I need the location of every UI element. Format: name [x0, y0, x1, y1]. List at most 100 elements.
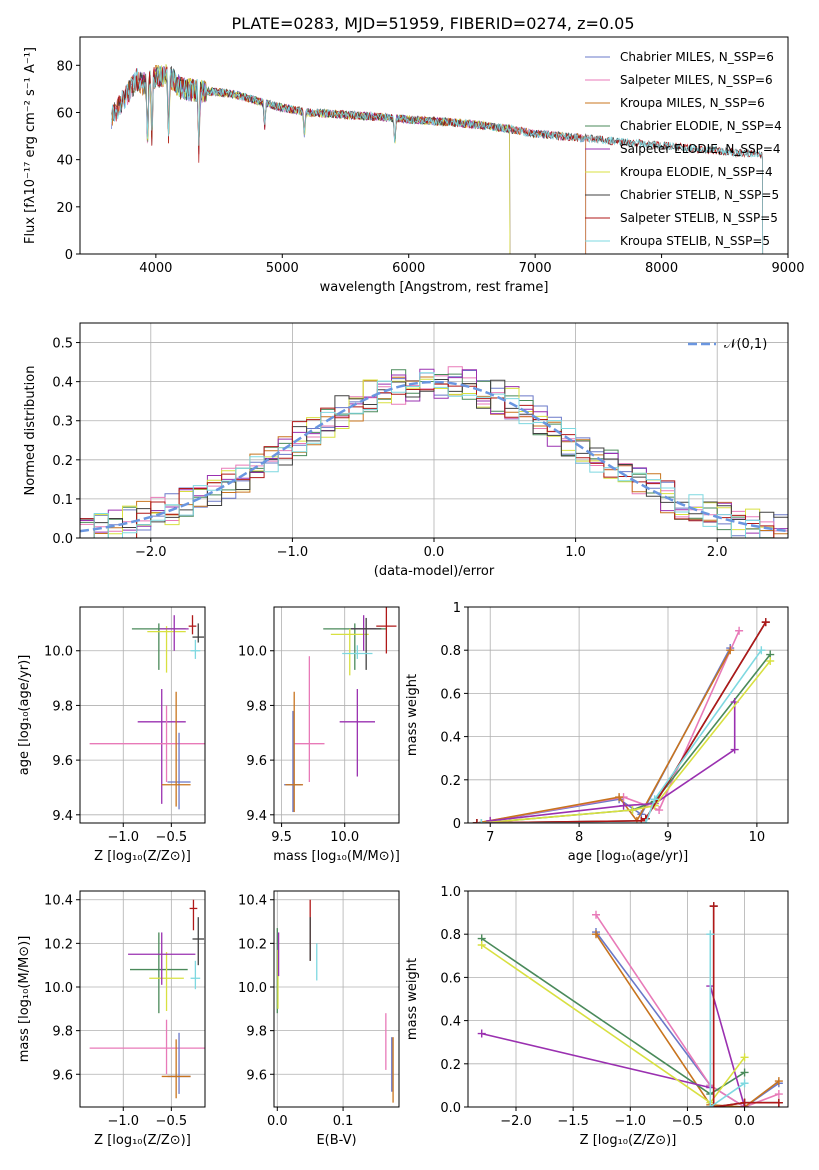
- data-point: [131, 623, 186, 670]
- legend-label: Salpeter MILES, N_SSP=6: [620, 73, 773, 87]
- plot-area: [468, 607, 788, 823]
- y-tick-label: 0.3: [52, 415, 73, 430]
- legend-label: Chabrier ELODIE, N_SSP=4: [620, 119, 782, 133]
- y-tick-label: 10.4: [44, 894, 73, 909]
- point-marker: [615, 793, 624, 802]
- x-tick-label: −0.5: [156, 1114, 188, 1129]
- y-axis-label: mass [log₁₀(M/M⊙)]: [17, 936, 32, 1063]
- series-line: [476, 621, 767, 823]
- x-tick-label: 7: [486, 830, 494, 845]
- y-tick-label: 0.0: [440, 1101, 461, 1116]
- point-marker: [628, 806, 637, 815]
- y-axis-label: age [log₁₀(age/yr)]: [17, 655, 32, 776]
- series-line: [712, 906, 779, 1107]
- point-marker: [740, 1068, 749, 1077]
- x-tick-label: 9.5: [271, 830, 292, 845]
- y-tick-label: 0: [65, 248, 73, 263]
- y-tick-label: 0.8: [440, 928, 461, 943]
- plot-area: [274, 607, 399, 823]
- legend-label: Chabrier MILES, N_SSP=6: [620, 50, 774, 64]
- plot-area: [468, 891, 788, 1107]
- series-line: [481, 937, 746, 1095]
- point-marker: [735, 626, 744, 635]
- chart-panel-5: 7 8 9 10 0 0.2 0.4 0.6 0.8 1 age [log₁₀(age/yr)] ma…: [405, 601, 789, 864]
- y-tick-label: 10.0: [44, 981, 73, 996]
- legend-label: Salpeter ELODIE, N_SSP=4: [620, 142, 781, 156]
- point-marker: [477, 941, 486, 949]
- y-tick-label: 10.0: [238, 981, 267, 996]
- point-marker: [740, 1098, 749, 1107]
- y-tick-label: 9.8: [246, 699, 267, 714]
- data-point: [339, 689, 376, 777]
- x-axis-label: mass [log₁₀(M/M⊙)]: [273, 849, 400, 864]
- x-tick-label: 9000: [771, 261, 804, 276]
- point-marker: [757, 646, 766, 655]
- series-line: [490, 702, 736, 822]
- data-point: [323, 623, 387, 670]
- point-marker: [592, 910, 600, 919]
- y-axis-label: mass weight: [405, 674, 420, 756]
- y-tick-label: 0.4: [52, 376, 73, 391]
- legend-label: Chabrier STELIB, N_SSP=5: [620, 188, 779, 202]
- point-marker: [706, 930, 715, 939]
- series-line: [476, 630, 740, 823]
- x-tick-label: 10: [749, 830, 766, 845]
- x-tick-label: −1.0: [107, 1114, 139, 1129]
- data-point: [167, 732, 191, 810]
- y-tick-label: 9.6: [52, 1068, 73, 1083]
- y-tick-label: 0.0: [52, 532, 73, 547]
- point-marker: [650, 795, 659, 804]
- y-tick-label: 9.8: [52, 699, 73, 714]
- x-axis-label: wavelength [Angstrom, rest frame]: [320, 280, 549, 295]
- data-point: [190, 960, 201, 990]
- y-tick-label: 60: [56, 106, 73, 121]
- chart-panel-4: 9.5 10.0 9.4 9.6 9.8 10.0 mass [log₁₀(M/M⊙)]: [238, 606, 400, 864]
- chart-panel-2: −2.0 −1.0 0.0 1.0 2.0 0.0 0.1 0.2 0.3 0.4 0.5 (data…: [23, 322, 789, 579]
- y-tick-label: 0.6: [440, 687, 461, 702]
- x-tick-label: −1.0: [107, 830, 139, 845]
- y-tick-label: 9.4: [246, 809, 267, 824]
- point-marker: [641, 819, 650, 823]
- x-tick-label: 1.0: [565, 545, 586, 560]
- x-tick-label: −2.0: [135, 545, 167, 560]
- point-marker: [655, 806, 664, 815]
- data-point: [128, 932, 196, 985]
- data-series: [709, 902, 783, 1107]
- x-axis-label: Z [log₁₀(Z/Z⊙)]: [94, 849, 191, 864]
- chart-panel-3: −1.0 −0.5 9.4 9.6 9.8 10.0 Z [log₁₀(Z/Z⊙)] age …: [17, 606, 206, 864]
- y-tick-label: 0.4: [440, 731, 461, 746]
- x-tick-label: 10.0: [330, 830, 359, 845]
- data-series: [706, 930, 749, 1107]
- y-axis-label: Flux [fλ10⁻¹⁷ erg cm⁻² s⁻¹ A⁻¹]: [23, 47, 38, 244]
- x-tick-label: 5000: [266, 261, 299, 276]
- plot-area: [80, 607, 205, 823]
- data-series: [472, 618, 770, 823]
- axes-frame: [79, 322, 789, 539]
- y-tick-label: 1: [453, 601, 461, 616]
- x-tick-label: 9: [664, 830, 672, 845]
- series-line: [481, 660, 771, 823]
- point-marker: [766, 657, 775, 665]
- axes-frame: [273, 606, 400, 824]
- y-tick-label: 1.0: [440, 885, 461, 900]
- y-tick-label: 40: [56, 154, 73, 169]
- legend-label: Kroupa ELODIE, N_SSP=4: [620, 165, 773, 179]
- x-tick-label: 0.0: [424, 545, 445, 560]
- data-point: [147, 626, 186, 673]
- x-axis-label: Z [log₁₀(Z/Z⊙)]: [580, 1133, 677, 1148]
- x-tick-label: −0.5: [672, 1114, 704, 1129]
- y-tick-label: 10.2: [44, 937, 73, 952]
- y-tick-label: 0.5: [52, 337, 73, 352]
- x-tick-label: 4000: [139, 261, 172, 276]
- y-tick-label: 0.4: [440, 1015, 461, 1030]
- point-marker: [477, 819, 486, 823]
- y-tick-label: 9.8: [246, 1025, 267, 1040]
- data-point: [159, 615, 189, 651]
- y-tick-label: 20: [56, 201, 73, 216]
- chart-panel-6: −1.0 −0.5 9.6 9.8 10.0 10.2 10.4 Z [log₁₀(Z/Z⊙)…: [17, 890, 206, 1148]
- point-marker: [477, 1029, 486, 1038]
- point-marker: [730, 745, 739, 754]
- data-point: [89, 1019, 205, 1075]
- chart-panel-1: 4000 5000 6000 7000 8000 9000 0 20 40 60 80 wavelen…: [23, 36, 805, 295]
